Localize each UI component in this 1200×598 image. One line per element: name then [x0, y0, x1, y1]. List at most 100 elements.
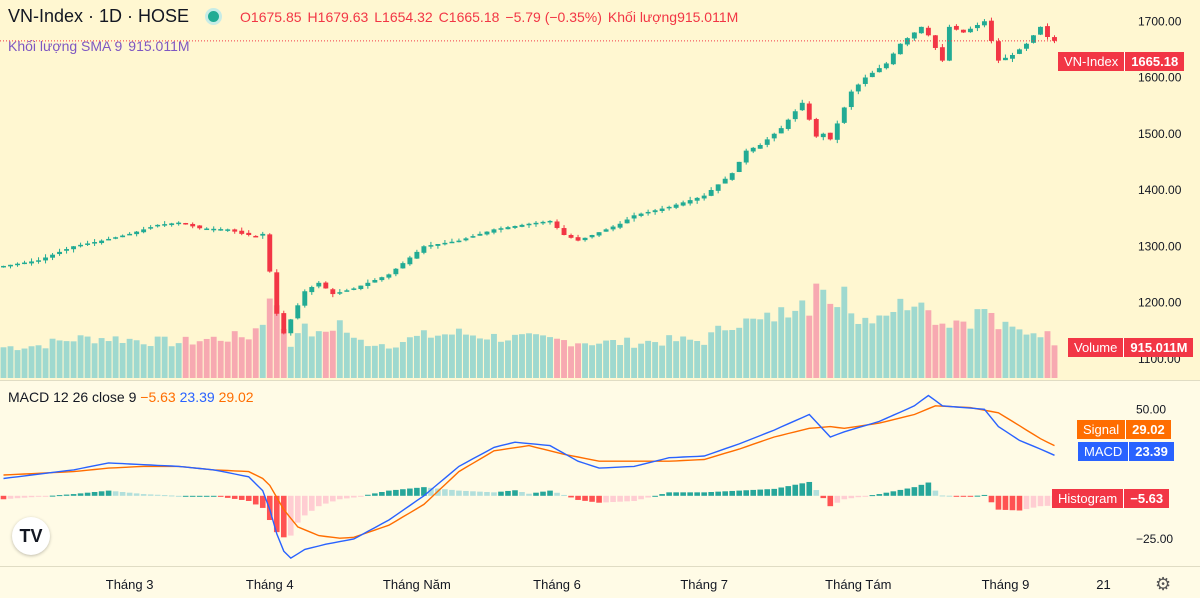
legend-header: VN-Index · 1D · HOSE O1675.85 H1679.63 L… [8, 6, 738, 27]
candle-body [435, 244, 441, 246]
macd-tag-value: 23.39 [1128, 442, 1174, 461]
candle-body [1010, 55, 1015, 59]
histogram-bar [568, 495, 574, 498]
volume-bar [217, 340, 224, 378]
histogram-bar [133, 493, 140, 496]
histogram-bar [70, 494, 77, 496]
histogram-bar [119, 491, 126, 496]
candle-body [764, 139, 770, 145]
candle-body [477, 233, 483, 236]
candle-body [869, 72, 875, 78]
candle-body [568, 235, 574, 238]
price-tag-value: 1665.18 [1124, 52, 1185, 71]
candle-body [799, 102, 805, 111]
gear-icon[interactable]: ⚙ [1155, 574, 1172, 594]
histogram-bar [147, 494, 154, 496]
histogram-bar [337, 495, 343, 500]
candle-body [778, 128, 784, 134]
candle-body [596, 232, 602, 236]
macd-legend-macd: 23.39 [179, 389, 215, 405]
volume-bar [589, 345, 596, 378]
candle-body [295, 305, 301, 319]
volume-bar [911, 306, 918, 378]
histogram-bar [196, 495, 203, 497]
histogram-bar [161, 495, 168, 497]
histogram-bar [77, 493, 84, 496]
volume-bar [946, 327, 953, 378]
histogram-bar [897, 489, 904, 496]
volume-bar [960, 321, 967, 378]
candle-body [841, 107, 847, 123]
volume-bar [512, 334, 518, 378]
histogram-bar [428, 487, 434, 496]
histogram-bar [308, 495, 315, 511]
histogram-bar [456, 490, 462, 496]
histogram-bar [372, 493, 378, 496]
histogram-bar [273, 495, 280, 533]
histogram-bar [827, 495, 834, 507]
histogram-bar [498, 491, 504, 496]
volume-bar [904, 310, 911, 378]
high-value: H1679.63 [307, 8, 369, 25]
volume-bar [1002, 321, 1009, 378]
histogram-bar [21, 495, 28, 498]
candle-body [386, 274, 392, 278]
volume-bar [876, 315, 883, 378]
candle-body [883, 63, 889, 69]
histogram-bar [848, 495, 855, 499]
volume-bar [35, 345, 42, 378]
histogram-bar [603, 495, 609, 503]
candle-body [176, 222, 182, 225]
candle-body [694, 197, 700, 201]
volume-bar [448, 334, 455, 378]
market-status-icon[interactable] [205, 8, 223, 25]
histogram-bar [743, 490, 750, 496]
histogram-bar [315, 495, 322, 507]
candle-body [974, 25, 980, 29]
volume-bar [182, 336, 189, 378]
volume-bar [995, 329, 1002, 378]
volume-bar [778, 307, 785, 378]
macd-legend-signal: 29.02 [218, 389, 254, 405]
candle-body [988, 20, 994, 41]
candle-body [50, 254, 56, 258]
volume-bar [245, 339, 252, 378]
tradingview-logo[interactable]: TV [12, 517, 50, 555]
volume-bar [49, 338, 56, 378]
candle-body [379, 277, 385, 281]
macd-legend[interactable]: MACD 12 26 close 9 −5.63 23.39 29.02 [8, 389, 254, 405]
volume-bar [1016, 329, 1023, 378]
volume-sma-legend[interactable]: Khối lượng SMA 9 915.011M [8, 38, 190, 54]
time-axis-tick-label: Tháng 7 [680, 577, 728, 592]
candle-body [897, 43, 903, 55]
volume-bar [673, 341, 680, 378]
volume-bar [189, 344, 196, 378]
histogram-bar [589, 495, 595, 502]
volume-bar [1044, 331, 1051, 378]
histogram-bar [407, 488, 413, 496]
histogram-bar [63, 494, 70, 496]
histogram-bar [771, 488, 778, 496]
histogram-bar [154, 494, 161, 496]
histogram-bar [56, 495, 63, 497]
volume-sma-value: 915.011M [128, 38, 190, 54]
volume-bar [315, 331, 322, 378]
candle-body [113, 237, 119, 239]
volume-bar [869, 323, 876, 378]
histogram-bar [729, 490, 735, 496]
volume-tag: Volume 915.011M [1068, 338, 1194, 357]
histogram-bar [673, 492, 679, 496]
histogram-bar [869, 495, 876, 497]
histogram-bar [981, 494, 988, 496]
candle-body [344, 290, 350, 292]
volume-bar [645, 340, 652, 378]
volume-bar [343, 332, 350, 378]
volume-bar [988, 312, 995, 378]
candle-body [645, 211, 651, 214]
open-value: O1675.85 [240, 8, 302, 25]
histogram-bar [182, 495, 189, 497]
volume-bar [287, 346, 294, 378]
symbol-title[interactable]: VN-Index · 1D · HOSE [8, 6, 190, 26]
histogram-bar [939, 495, 946, 497]
